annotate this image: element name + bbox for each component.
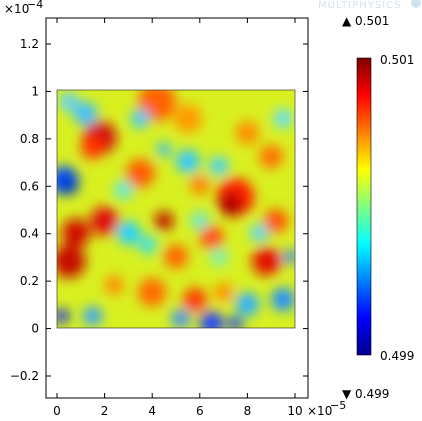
x-tick-label: 10 <box>287 404 302 418</box>
colorbar-max-label: 0.501 <box>380 53 414 67</box>
field-texture-blob <box>80 135 105 160</box>
field-texture-blob <box>214 282 234 302</box>
field-texture-blob <box>59 92 79 112</box>
y-multiplier-base: ×10 <box>4 2 29 16</box>
x-axis: 0 2 4 6 8 10 <box>53 18 303 418</box>
y-tick-label: 0 <box>31 322 39 336</box>
field-texture-blob <box>57 308 69 324</box>
x-tick-label: 4 <box>148 404 156 418</box>
field-texture-blob <box>209 247 229 267</box>
y-axis: 1.2 1 0.8 0.6 0.4 0.2 0 −0.2 <box>10 37 308 383</box>
field-texture-blob <box>73 101 98 126</box>
field-texture-blob <box>228 316 243 328</box>
field-texture-blob <box>126 159 155 188</box>
axes-frame <box>45 17 309 399</box>
y-tick-label: 0.8 <box>20 132 39 146</box>
field-texture-blob <box>273 109 293 129</box>
field-texture-blob <box>83 306 103 326</box>
field-texture-blob <box>114 180 134 200</box>
field-texture-blob <box>176 149 200 174</box>
y-multiplier-exp: −4 <box>27 0 43 11</box>
field-texture-blob <box>164 244 188 269</box>
colorbar-min-label: 0.499 <box>380 349 414 363</box>
field-texture-blob <box>218 192 243 217</box>
x-multiplier-base: ×10 <box>307 404 332 418</box>
field-texture-blob <box>57 244 86 279</box>
range-min-label: ▼ 0.499 <box>342 387 389 401</box>
field-texture-blob <box>209 156 229 176</box>
field-texture-blob <box>130 109 150 129</box>
field-texture-blob <box>137 235 157 255</box>
field-texture-blob <box>199 225 224 250</box>
y-tick-label: 1.2 <box>20 37 39 51</box>
y-tick-label: 1 <box>31 84 39 98</box>
field-texture-blob <box>271 287 295 312</box>
field-texture-blob <box>156 142 172 157</box>
watermark-text: MULTIPHYSICS <box>318 0 401 11</box>
field-texture-blob <box>173 104 203 133</box>
field-surface <box>57 90 295 328</box>
field-texture-blob <box>235 120 260 145</box>
field-texture-blob <box>190 211 210 231</box>
y-tick-label: 0.4 <box>20 227 39 241</box>
x-multiplier-exp: −5 <box>330 399 346 412</box>
range-max-label: ▲ 0.501 <box>342 14 389 28</box>
field-texture-blob <box>249 223 269 243</box>
watermark-logo-icon <box>411 0 421 8</box>
field-texture-blob <box>90 206 119 236</box>
field-texture-blob <box>59 175 79 195</box>
field-texture-blob <box>259 144 284 169</box>
field-texture-blob <box>264 209 288 233</box>
field-texture-blob <box>154 211 174 231</box>
field-texture-blob <box>199 311 224 328</box>
field-texture-blob <box>137 278 167 307</box>
field-texture-blob <box>252 247 281 276</box>
colorbar <box>356 57 372 356</box>
field-texture-blob <box>183 287 207 312</box>
x-tick-label: 0 <box>53 404 61 418</box>
field-texture-blob <box>104 275 124 295</box>
field-border <box>56 89 296 329</box>
field-texture-blob <box>283 249 295 264</box>
field-texture-blob <box>235 292 260 317</box>
field-texture-blob <box>61 218 91 248</box>
y-tick-label: 0.2 <box>20 274 39 288</box>
y-tick-label: 0.6 <box>20 179 39 193</box>
field-texture-blob <box>116 220 141 245</box>
x-tick-label: 2 <box>101 404 109 418</box>
field-texture-blob <box>190 175 210 195</box>
x-tick-label: 8 <box>244 404 252 418</box>
field-texture-blob <box>171 308 191 328</box>
x-tick-label: 6 <box>196 404 204 418</box>
y-tick-label: −0.2 <box>10 369 39 383</box>
